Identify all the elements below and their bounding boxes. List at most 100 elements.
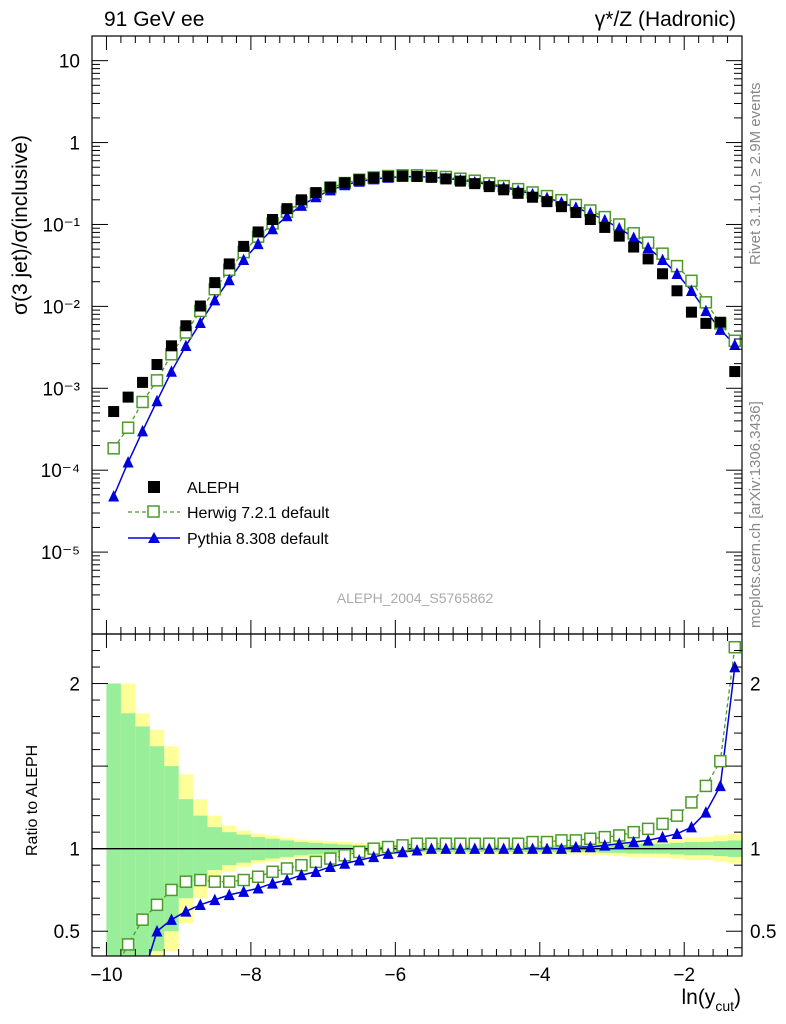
ratio-y-tick-label-right: 1 (750, 840, 761, 861)
herwig-ratio-point (136, 913, 149, 926)
pythia-ratio-point (411, 844, 423, 856)
pythia-point (209, 293, 221, 306)
aleph-point (411, 170, 423, 182)
herwig-point (150, 374, 164, 387)
rivet-version-label: Rivet 3.1.10, ≥ 2.9M events (747, 83, 764, 266)
aleph-point (714, 316, 726, 328)
main-y-tick-label: 1 (69, 134, 80, 155)
pythia-point (671, 267, 683, 280)
ratio-y-tick-label-left: 2 (69, 675, 80, 696)
aleph-point (555, 201, 567, 213)
x-axis-label-main: ln(y (681, 986, 715, 1009)
pythia-point (281, 209, 293, 222)
herwig-ratio-point (208, 875, 222, 888)
herwig-ratio-point (150, 898, 164, 912)
ratio-y-tick-label-left: 0.5 (54, 922, 80, 943)
aleph-point (223, 258, 235, 270)
pythia-point (238, 253, 250, 266)
pythia-point (628, 231, 640, 243)
herwig-ratio-point (165, 883, 178, 897)
legend-marker-aleph (148, 481, 160, 493)
main-plot-content (107, 169, 742, 502)
herwig-point (136, 395, 149, 409)
pythia-ratio-point (295, 868, 307, 881)
herwig-ratio-line (121, 647, 736, 956)
main-axes: 10 1 10⁻¹ 10⁻² 10⁻³ 10⁻⁴ 10⁻⁵ (41, 35, 743, 635)
aleph-point (194, 300, 206, 312)
aleph-point (368, 172, 380, 184)
pythia-ratio-point (223, 888, 235, 901)
pythia-ratio-point (267, 877, 279, 889)
pythia-point (165, 365, 177, 377)
x-tick-label: −10 (90, 965, 122, 986)
uncertainty-band-inner (135, 726, 150, 956)
aleph-point (685, 306, 697, 318)
aleph-point (657, 268, 669, 280)
aleph-point (252, 226, 264, 238)
header-right: γ*/Z (Hadronic) (595, 8, 736, 31)
pythia-point (137, 424, 149, 437)
x-tick-label: −4 (529, 965, 551, 986)
pythia-ratio-point (512, 842, 524, 854)
pythia-ratio-point (194, 898, 206, 911)
herwig-ratio-point (714, 754, 727, 768)
main-y-tick-label: 10⁻² (43, 297, 81, 318)
pythia-point (685, 284, 697, 297)
pythia-ratio-point (498, 842, 510, 854)
aleph-point (137, 376, 149, 388)
pythia-ratio-point (642, 834, 654, 846)
pythia-ratio-point (541, 842, 553, 854)
pythia-point (108, 490, 120, 502)
aleph-point (295, 194, 307, 206)
aleph-point (310, 187, 322, 199)
aleph-point (599, 221, 611, 233)
main-y-axis-label: σ(3 jet)/σ(inclusive) (9, 135, 32, 315)
ratio-y-tick-label-right: 0.5 (750, 922, 776, 943)
aleph-point (483, 181, 495, 193)
aleph-point (541, 196, 553, 208)
herwig-ratio-point (179, 875, 193, 888)
pythia-ratio-point (469, 842, 481, 854)
aleph-point (382, 171, 394, 183)
pythia-ratio-point (454, 842, 466, 854)
aleph-point (353, 174, 365, 186)
aleph-point (281, 203, 293, 215)
pythia-ratio-point (570, 840, 582, 853)
aleph-point (642, 253, 654, 265)
pythia-ratio-point (151, 925, 163, 937)
herwig-ratio-point (656, 817, 669, 831)
legend-label-herwig: Herwig 7.2.1 default (187, 505, 330, 522)
pythia-point (267, 222, 279, 235)
herwig-ratio-point (641, 822, 655, 836)
aleph-point (700, 317, 712, 329)
aleph-point (440, 173, 452, 185)
x-tick-label: −8 (240, 965, 262, 986)
herwig-ratio-point (670, 809, 684, 822)
ratio-axes: −10 −8 −6 −4 −2 0.5 0.5 1 1 2 2 (54, 633, 776, 986)
pythia-point (223, 273, 235, 286)
aleph-point (339, 177, 351, 189)
pythia-ratio-point (657, 830, 669, 843)
aleph-point (584, 213, 596, 225)
pythia-ratio-point (368, 850, 380, 863)
pythia-ratio-point (628, 835, 640, 848)
uncertainty-band-inner (106, 683, 121, 956)
herwig-ratio-point (194, 873, 207, 887)
pythia-ratio-point (555, 842, 567, 854)
x-axis-label: ln(ycut) (681, 986, 741, 1014)
ratio-y-tick-label-right: 2 (750, 675, 761, 696)
aleph-point (512, 187, 524, 199)
pythia-point (122, 456, 134, 468)
x-axis-label-close: ) (734, 986, 741, 1009)
aleph-point (180, 320, 192, 332)
pythia-point (194, 316, 206, 329)
pythia-ratio-line (148, 666, 736, 956)
pythia-point (729, 338, 741, 350)
aleph-point (151, 359, 163, 371)
pythia-ratio-point (339, 857, 351, 869)
aleph-point (165, 340, 177, 352)
legend-label-pythia: Pythia 8.308 default (187, 531, 329, 548)
pythia-ratio-point (353, 854, 365, 866)
herwig-ratio-point (237, 873, 250, 887)
legend: ALEPH Herwig 7.2.1 default Pythia 8.308 … (128, 480, 330, 548)
